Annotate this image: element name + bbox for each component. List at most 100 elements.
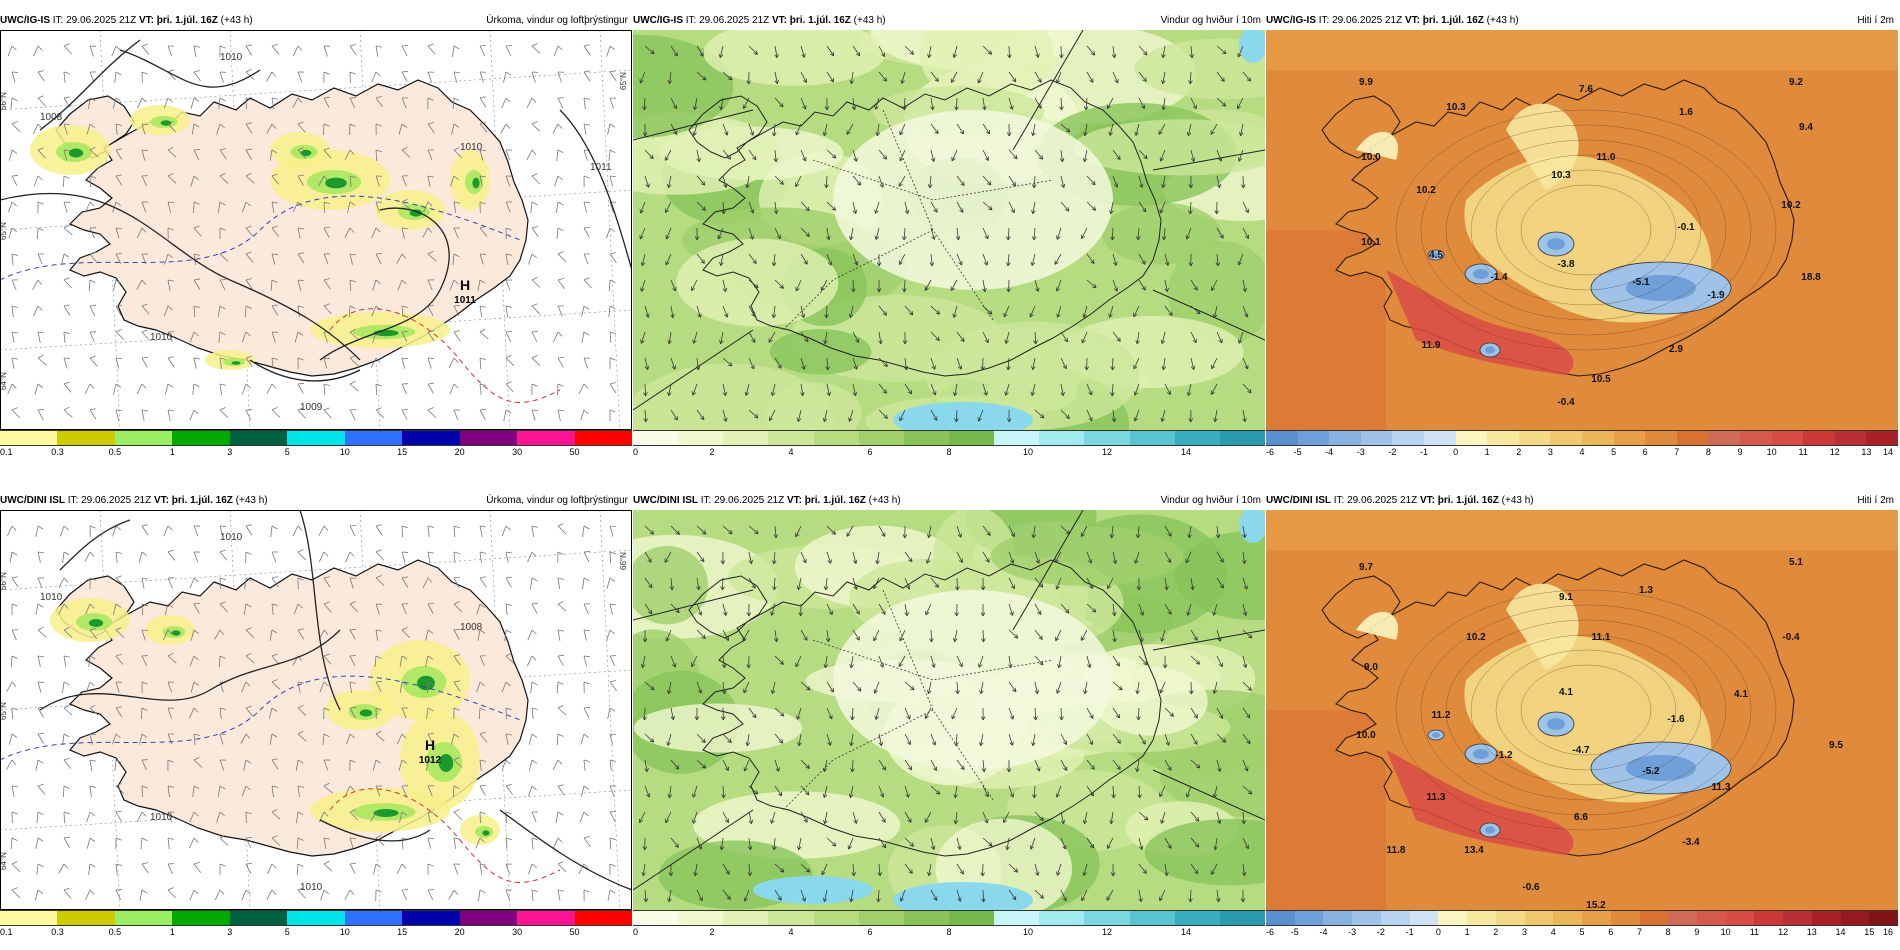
color-scale-tick-label: 7 (1636, 927, 1642, 937)
temperature-value-label: 9.5 (1829, 740, 1843, 751)
lead-time: (+43 h) (868, 495, 901, 506)
isobar-line (319, 207, 450, 361)
temperature-value-label: -0.4 (1782, 632, 1800, 643)
temperature-value-label: 15.2 (1586, 900, 1606, 910)
color-scale-tick-label: 2 (1516, 447, 1522, 457)
map-svg: 9.9 10.3 7.6 1.6 9.2 9.4 10.0 10.2 10.3 11.0 10.2 -… (1266, 30, 1898, 430)
color-scale-tick-label: 50 (569, 927, 580, 937)
color-swatch (1495, 911, 1525, 925)
temperature-value-label: -0.1 (1677, 222, 1695, 233)
color-swatch (1697, 911, 1726, 925)
temperature-value-label: -1.2 (1495, 750, 1513, 761)
panel-header: UWC/DINI ISL IT: 29.06.2025 21Z VT: þri.… (0, 492, 632, 510)
color-scale-tick-label: 0.3 (51, 927, 64, 937)
color-swatch (768, 911, 814, 925)
temperature-value-label: -1.6 (1667, 714, 1685, 725)
color-swatch (1329, 431, 1361, 445)
grid-lines (632, 29, 1266, 411)
color-swatch (1581, 431, 1614, 445)
color-scale-tick-label: 15 (397, 927, 408, 937)
color-swatch (1725, 911, 1755, 925)
color-scale-tick-label: -6 (1266, 927, 1275, 937)
color-scale-tick-label: -1 (1419, 447, 1429, 457)
model-name: UWC/DINI ISL (1266, 495, 1331, 506)
color-swatch (57, 911, 115, 925)
temperature-value-label: 6.6 (1574, 812, 1588, 823)
it-label: IT: (700, 495, 712, 506)
color-scale-tick-label: 20 (454, 447, 465, 457)
color-swatch (1811, 911, 1841, 925)
color-scale-tick-label: 0.1 (0, 447, 13, 457)
color-swatch (1423, 431, 1456, 445)
panel-header: UWC/IG-IS IT: 29.06.2025 21Z VT: þri. 1.… (0, 12, 632, 30)
color-swatch (1039, 911, 1085, 925)
color-swatch (402, 431, 460, 445)
color-scale-tick-label: 1 (1464, 927, 1470, 937)
latitude-label: 66°N (619, 552, 628, 570)
temperature-value-label: -4.7 (1572, 745, 1590, 756)
color-scale-tick-label: 7 (1674, 447, 1680, 457)
color-swatch (229, 911, 288, 925)
color-scale-bar (1266, 910, 1899, 926)
color-swatch (994, 431, 1040, 445)
vt-label: VT: (771, 15, 787, 26)
temperature-value-label: 18.8 (1801, 272, 1821, 283)
init-time: 29.06.2025 21Z (81, 495, 152, 506)
color-swatch (402, 911, 460, 925)
map-area: 1008 1010 1010 1010 1009 1011 H 1011 66°N 65°N 64°… (0, 29, 633, 431)
latitude-label: 64°N (0, 852, 8, 870)
color-swatch (0, 431, 58, 445)
isobars (39, 509, 633, 891)
map-area (572, 474, 1368, 919)
panel-title: Vindur og hviður í 10m (1160, 15, 1261, 26)
color-swatch (344, 431, 403, 445)
model-name: UWC/IG-IS (633, 15, 683, 26)
color-scale-tick-label: -4 (1325, 447, 1334, 457)
color-swatch (678, 911, 724, 925)
color-scale-tick-label: 10 (1022, 447, 1034, 457)
color-scale-tick-label: 1 (169, 927, 175, 937)
init-time: 29.06.2025 21Z (699, 15, 770, 26)
color-swatch (1803, 431, 1835, 445)
color-scale-tick-label: 2 (1493, 927, 1499, 937)
color-swatch (287, 431, 345, 445)
map-area (542, 0, 1324, 482)
color-swatch (57, 431, 115, 445)
isobar-label: 1010 (150, 332, 173, 343)
color-scale-bar (633, 910, 1265, 926)
temperature-value-label: 7.6 (1579, 84, 1593, 95)
isobar-label: 1010 (460, 142, 483, 153)
it-label: IT: (67, 495, 79, 506)
isobar-line (499, 809, 633, 891)
temperature-value-label: 11.8 (1387, 845, 1406, 856)
color-scale-tick-label: 9 (1737, 447, 1743, 457)
wind-barbs (6, 523, 617, 902)
wind-speed-shading (572, 474, 1368, 919)
latitude-label: 65°N (0, 702, 8, 720)
color-swatch (1129, 431, 1175, 445)
color-swatch (1467, 911, 1496, 925)
color-swatch (1455, 431, 1488, 445)
valid-time: þri. 1.júl. 16Z (804, 495, 866, 506)
color-swatch (0, 911, 58, 925)
wind-arrows (639, 45, 1252, 423)
high-pressure-center: H 1011 (454, 277, 476, 306)
color-scale-tick-label: 0.5 (108, 447, 122, 457)
high-symbol: H (425, 737, 435, 753)
color-scale-tick-label: 0 (633, 447, 639, 457)
color-scale-tick-label: 50 (569, 447, 580, 457)
color-swatch (1219, 431, 1265, 445)
color-scale-tick-label: 12 (1778, 927, 1789, 937)
high-pressure-center: H 1012 (419, 737, 442, 766)
temperature-value-label: 9.1 (1559, 592, 1573, 603)
temperature-value-label: 10.5 (1591, 374, 1611, 385)
wind-speed-shading (542, 0, 1324, 482)
color-scale-tick-label: -2 (1376, 927, 1385, 937)
color-swatch (1266, 911, 1295, 925)
it-label: IT: (52, 15, 64, 26)
color-swatch (1360, 431, 1393, 445)
temperature-value-label: 4.1 (1559, 687, 1573, 698)
color-swatch (1639, 911, 1669, 925)
high-value: 1012 (419, 755, 442, 766)
color-scale-tick-label: 8 (1705, 447, 1711, 457)
